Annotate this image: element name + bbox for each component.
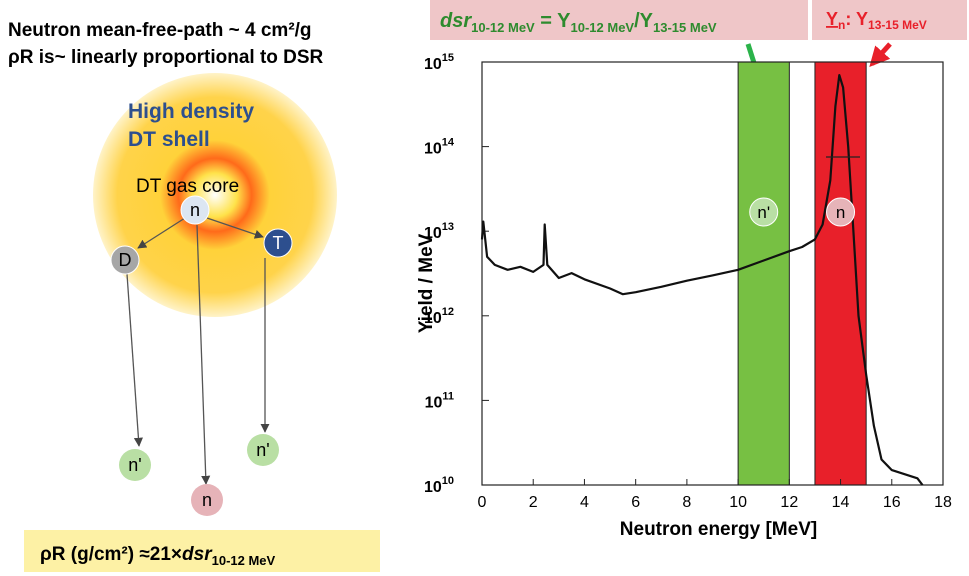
banner-sub: 10-12 MeV — [571, 20, 635, 35]
y-axis-label: Yield / MeV — [416, 233, 437, 333]
node-label: T — [273, 233, 284, 253]
slide: Neutron mean-free-path ~ 4 cm²/g ρR is~ … — [0, 0, 969, 576]
x-tick-label: 4 — [580, 494, 589, 511]
x-tick-label: 10 — [729, 494, 747, 511]
x-tick-label: 12 — [780, 494, 798, 511]
shell-label: DT shell — [128, 128, 210, 151]
y-tick-exp: 11 — [442, 390, 454, 402]
pointer — [872, 44, 890, 64]
y-tick-exp: 13 — [442, 221, 454, 233]
banner-sub: 13-15 MeV — [653, 20, 717, 35]
band — [738, 62, 789, 485]
x-axis-label: Neutron energy [MeV] — [620, 519, 817, 540]
y-tick-base: 10 — [424, 56, 442, 73]
banner-part: : Y — [845, 9, 868, 29]
band-label: n — [836, 203, 845, 222]
x-tick-label: 6 — [631, 494, 640, 511]
x-tick-label: 18 — [934, 494, 952, 511]
band-label: n' — [757, 203, 770, 222]
node-label: n — [190, 200, 200, 220]
core-label: DT gas core — [136, 176, 239, 197]
y-tick-label: 1014 — [424, 137, 455, 158]
y-tick-base: 10 — [425, 394, 443, 411]
y-tick-exp: 14 — [442, 137, 455, 149]
x-tick-label: 2 — [529, 494, 538, 511]
x-tick-label: 0 — [478, 494, 487, 511]
x-tick-label: 16 — [883, 494, 901, 511]
banner-part: dsr — [440, 10, 472, 32]
banner-sub: 10-12 MeV — [471, 20, 535, 35]
y-tick-base: 10 — [424, 141, 442, 158]
y-tick-exp: 15 — [442, 52, 454, 64]
node-label: n' — [256, 440, 269, 460]
band — [815, 62, 866, 485]
node-label: n — [202, 490, 212, 510]
banner-part: = Y — [535, 10, 571, 32]
header-line: ρR is~ linearly proportional to DSR — [8, 47, 324, 68]
y-tick-exp: 12 — [442, 306, 454, 318]
node-label: D — [119, 250, 132, 270]
x-tick-label: 14 — [832, 494, 850, 511]
formula-text: ρR (g/cm²) ≈21× — [40, 544, 182, 565]
x-tick-label: 8 — [682, 494, 691, 511]
formula-var: dsr — [182, 544, 213, 565]
banner-part: Y — [826, 9, 838, 29]
header-line: Neutron mean-free-path ~ 4 cm²/g — [8, 20, 312, 41]
banner-part: /Y — [634, 10, 654, 32]
banner-sub: 13-15 MeV — [868, 18, 927, 32]
y-tick-label: 1010 — [424, 475, 454, 496]
y-tick-exp: 10 — [442, 475, 454, 487]
y-tick-label: 1015 — [424, 52, 454, 73]
banner-sub: n — [838, 18, 845, 32]
y-tick-base: 10 — [424, 479, 442, 496]
shell-label: High density — [128, 100, 254, 123]
y-tick-label: 1011 — [425, 390, 454, 411]
formula-sub: 10-12 MeV — [212, 553, 276, 568]
node-label: n' — [128, 455, 141, 475]
